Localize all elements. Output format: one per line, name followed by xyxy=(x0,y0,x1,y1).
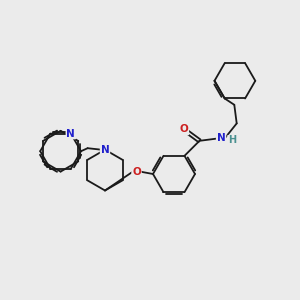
Text: H: H xyxy=(228,135,236,145)
Text: O: O xyxy=(132,167,141,177)
Text: N: N xyxy=(66,128,75,139)
Text: O: O xyxy=(179,124,188,134)
Text: N: N xyxy=(217,134,226,143)
Text: N: N xyxy=(100,145,109,155)
